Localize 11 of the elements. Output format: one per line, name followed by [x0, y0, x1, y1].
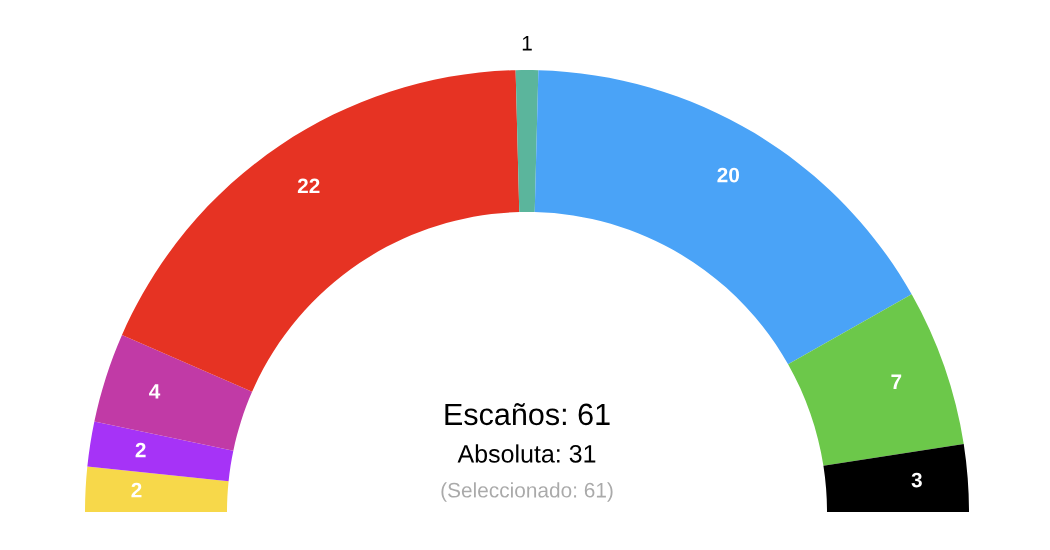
data-label: 1 — [522, 36, 532, 51]
data-label: 4 — [149, 384, 161, 399]
data-label: 22 — [297, 178, 320, 193]
data-label: 7 — [891, 374, 902, 389]
data-label: 2 — [135, 442, 146, 458]
text: Absoluta: 31 — [457, 444, 596, 463]
data-label: 3 — [911, 472, 922, 488]
data-label: 20 — [717, 167, 740, 183]
data-label: 2 — [131, 482, 142, 498]
text: Escaños: 61 — [445, 402, 610, 426]
text: (Seleccionado: 61) — [441, 482, 613, 502]
